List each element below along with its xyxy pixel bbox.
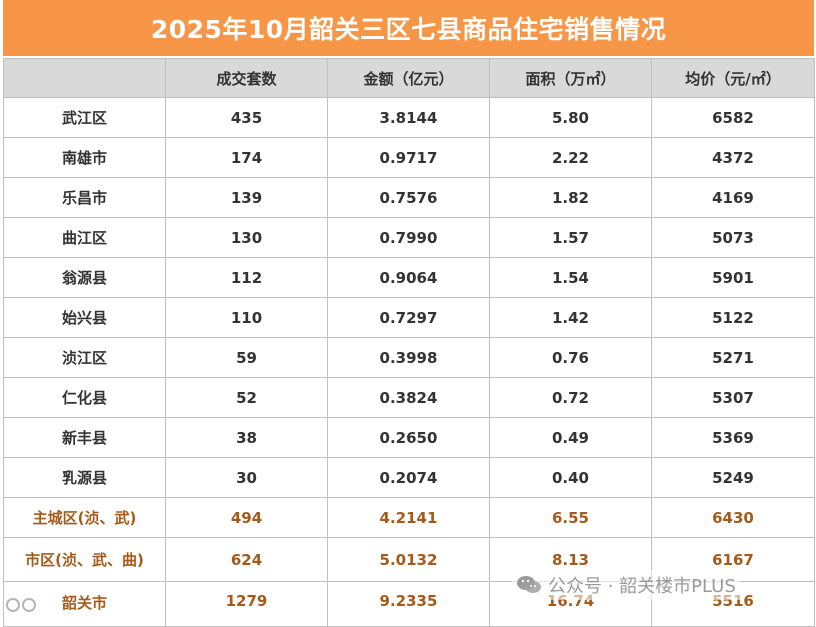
cell-amount: 5.0132 bbox=[327, 537, 490, 582]
header-region bbox=[3, 58, 166, 98]
cell-area: 0.72 bbox=[489, 377, 652, 418]
cell-price: 5369 bbox=[651, 417, 815, 458]
cell-price: 5307 bbox=[651, 377, 815, 418]
cell-price: 5271 bbox=[651, 337, 815, 378]
cell-price: 4372 bbox=[651, 137, 815, 178]
table-row: 武江区 435 3.8144 5.80 6582 bbox=[3, 97, 815, 138]
header-units: 成交套数 bbox=[165, 58, 328, 98]
cell-region: 曲江区 bbox=[3, 217, 166, 258]
cell-area: 0.40 bbox=[489, 457, 652, 498]
watermark-text: 公众号 · 韶关楼市PLUS bbox=[548, 576, 736, 597]
cell-area: 5.80 bbox=[489, 97, 652, 138]
cell-amount: 0.2074 bbox=[327, 457, 490, 498]
cell-area: 2.22 bbox=[489, 137, 652, 178]
cell-price: 4169 bbox=[651, 177, 815, 218]
cell-region: 浈江区 bbox=[3, 337, 166, 378]
cell-amount: 9.2335 bbox=[327, 581, 490, 627]
cell-amount: 0.9064 bbox=[327, 257, 490, 298]
wechat-icon bbox=[516, 575, 542, 595]
cell-price: 5249 bbox=[651, 457, 815, 498]
sales-table: 成交套数 金额（亿元） 面积（万㎡） 均价（元/㎡） 武江区 435 3.814… bbox=[3, 58, 815, 627]
table-header-row: 成交套数 金额（亿元） 面积（万㎡） 均价（元/㎡） bbox=[3, 58, 815, 98]
cell-area: 1.82 bbox=[489, 177, 652, 218]
cell-amount: 0.7576 bbox=[327, 177, 490, 218]
cell-region: 乐昌市 bbox=[3, 177, 166, 218]
cell-area: 0.49 bbox=[489, 417, 652, 458]
cell-amount: 3.8144 bbox=[327, 97, 490, 138]
header-area: 面积（万㎡） bbox=[489, 58, 652, 98]
cell-region: 市区(浈、武、曲) bbox=[3, 537, 166, 582]
header-price: 均价（元/㎡） bbox=[651, 58, 815, 98]
corner-logo-icon bbox=[6, 598, 36, 612]
table-row: 浈江区 59 0.3998 0.76 5271 bbox=[3, 337, 815, 378]
cell-units: 30 bbox=[165, 457, 328, 498]
cell-units: 1279 bbox=[165, 581, 328, 627]
cell-region: 始兴县 bbox=[3, 297, 166, 338]
cell-region: 新丰县 bbox=[3, 417, 166, 458]
cell-units: 139 bbox=[165, 177, 328, 218]
cell-units: 174 bbox=[165, 137, 328, 178]
cell-units: 52 bbox=[165, 377, 328, 418]
cell-units: 624 bbox=[165, 537, 328, 582]
summary-row-main-district: 主城区(浈、武) 494 4.2141 6.55 6430 bbox=[3, 497, 815, 538]
cell-amount: 4.2141 bbox=[327, 497, 490, 538]
cell-units: 494 bbox=[165, 497, 328, 538]
cell-units: 59 bbox=[165, 337, 328, 378]
cell-area: 1.57 bbox=[489, 217, 652, 258]
cell-units: 112 bbox=[165, 257, 328, 298]
cell-area: 0.76 bbox=[489, 337, 652, 378]
cell-area: 6.55 bbox=[489, 497, 652, 538]
cell-price: 5901 bbox=[651, 257, 815, 298]
table-row: 仁化县 52 0.3824 0.72 5307 bbox=[3, 377, 815, 418]
cell-units: 110 bbox=[165, 297, 328, 338]
cell-amount: 0.2650 bbox=[327, 417, 490, 458]
table-row: 翁源县 112 0.9064 1.54 5901 bbox=[3, 257, 815, 298]
cell-amount: 0.7297 bbox=[327, 297, 490, 338]
cell-units: 130 bbox=[165, 217, 328, 258]
table-row: 曲江区 130 0.7990 1.57 5073 bbox=[3, 217, 815, 258]
table-row: 乳源县 30 0.2074 0.40 5249 bbox=[3, 457, 815, 498]
cell-region: 仁化县 bbox=[3, 377, 166, 418]
header-amount: 金额（亿元） bbox=[327, 58, 490, 98]
cell-region: 翁源县 bbox=[3, 257, 166, 298]
table-row: 南雄市 174 0.9717 2.22 4372 bbox=[3, 137, 815, 178]
cell-units: 435 bbox=[165, 97, 328, 138]
cell-area: 1.54 bbox=[489, 257, 652, 298]
cell-region: 武江区 bbox=[3, 97, 166, 138]
wechat-watermark: 公众号 · 韶关楼市PLUS bbox=[512, 570, 740, 600]
table-row: 始兴县 110 0.7297 1.42 5122 bbox=[3, 297, 815, 338]
cell-area: 1.42 bbox=[489, 297, 652, 338]
cell-units: 38 bbox=[165, 417, 328, 458]
cell-price: 5073 bbox=[651, 217, 815, 258]
cell-price: 6430 bbox=[651, 497, 815, 538]
cell-amount: 0.3998 bbox=[327, 337, 490, 378]
table-row: 乐昌市 139 0.7576 1.82 4169 bbox=[3, 177, 815, 218]
cell-region: 南雄市 bbox=[3, 137, 166, 178]
page-title: 2025年10月韶关三区七县商品住宅销售情况 bbox=[3, 0, 814, 56]
cell-region: 主城区(浈、武) bbox=[3, 497, 166, 538]
table-row: 新丰县 38 0.2650 0.49 5369 bbox=[3, 417, 815, 458]
cell-price: 6582 bbox=[651, 97, 815, 138]
cell-amount: 0.7990 bbox=[327, 217, 490, 258]
cell-amount: 0.9717 bbox=[327, 137, 490, 178]
cell-region: 乳源县 bbox=[3, 457, 166, 498]
cell-price: 5122 bbox=[651, 297, 815, 338]
cell-amount: 0.3824 bbox=[327, 377, 490, 418]
